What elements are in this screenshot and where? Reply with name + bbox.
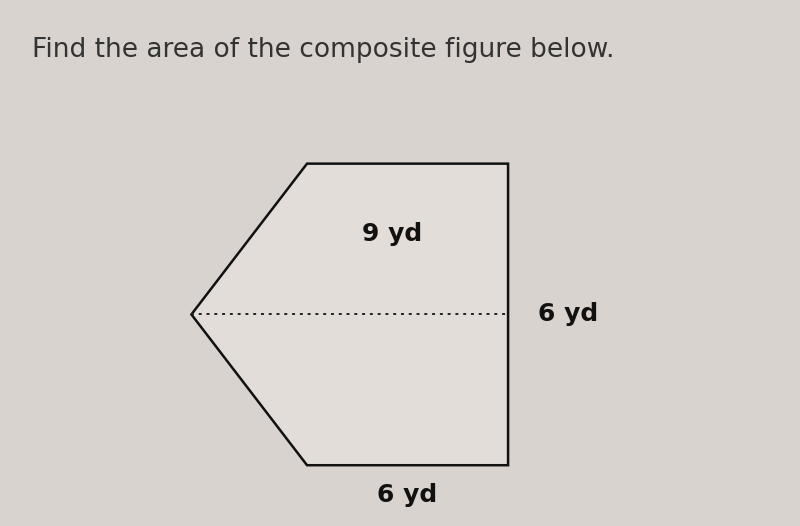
Text: 6 yd: 6 yd [538, 302, 598, 327]
Text: Find the area of the composite figure below.: Find the area of the composite figure be… [32, 37, 614, 63]
Text: 6 yd: 6 yd [378, 483, 438, 508]
Text: 9 yd: 9 yd [362, 222, 422, 246]
Polygon shape [191, 164, 508, 465]
